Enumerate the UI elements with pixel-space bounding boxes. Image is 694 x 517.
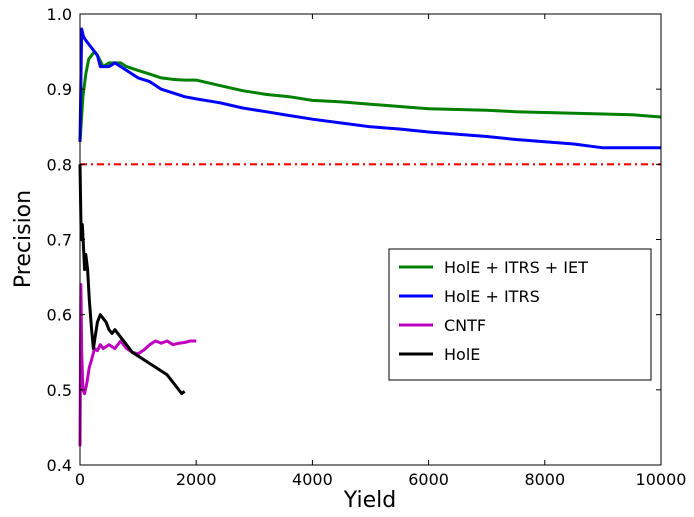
legend: HolE + ITRS + IET HolE + ITRS CNTF HolE: [388, 248, 652, 381]
x-tick-label: 0: [75, 470, 85, 489]
x-axis-label: Yield: [343, 488, 396, 513]
legend-label-2: CNTF: [444, 316, 486, 335]
x-tick-label: 2000: [176, 470, 217, 489]
y-tick-label: 0.5: [47, 381, 72, 400]
legend-label-1: HolE + ITRS: [444, 287, 540, 306]
plot-frame: [79, 13, 662, 466]
y-tick-label: 0.8: [47, 155, 72, 174]
legend-box: [388, 248, 652, 381]
x-tick-label: 4000: [292, 470, 333, 489]
y-tick-label: 0.9: [47, 80, 72, 99]
series-line-1: [78, 27, 661, 150]
x-tick-label: 8000: [524, 470, 565, 489]
y-tick-label: 0.4: [47, 456, 72, 475]
legend-label-0: HolE + ITRS + IET: [444, 258, 588, 277]
x-tick-label: 10000: [636, 470, 687, 489]
legend-label-3: HolE: [444, 345, 480, 364]
x-tick-label: 6000: [408, 470, 449, 489]
series-line-3: [78, 164, 186, 396]
y-tick-label: 0.6: [47, 306, 72, 325]
y-tick-label: 1.0: [47, 5, 72, 24]
axis-ticks: 0 2000 4000 6000 8000 10000 0.4 0.5 0.6 0.7 0.8 0.9…: [47, 5, 687, 489]
series-line-2: [78, 283, 197, 447]
y-axis-label: Precision: [11, 190, 36, 288]
plot-area: [78, 13, 662, 466]
y-tick-label: 0.7: [47, 231, 72, 250]
